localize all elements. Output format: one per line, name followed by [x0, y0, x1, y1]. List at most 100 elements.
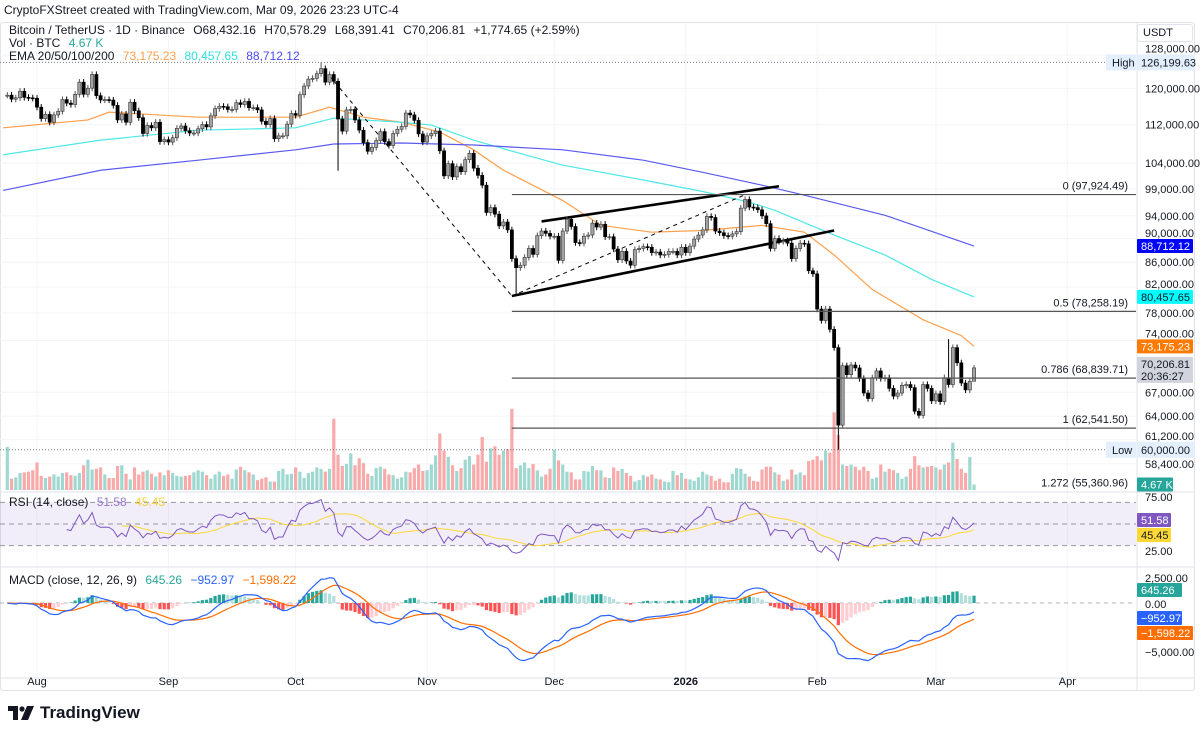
volume-bar: [527, 468, 531, 490]
macd-histogram-bar: [616, 601, 620, 603]
volume-bar: [39, 475, 43, 490]
candle-up-body: [73, 93, 78, 105]
candle: [30, 94, 35, 102]
macd-histogram-bar: [489, 603, 493, 612]
candle-up-body: [348, 109, 353, 111]
volume-bar: [679, 473, 684, 490]
macd-histogram-bar: [497, 603, 501, 613]
volume-bar: [913, 456, 917, 490]
channel-trendline[interactable]: [541, 184, 780, 223]
macd-histogram-bar: [289, 603, 293, 606]
dashed-trendline[interactable]: [329, 75, 513, 297]
candle-down-body: [107, 99, 111, 101]
symbol-name[interactable]: Bitcoin / TetherUS · 1D · Binance: [9, 23, 185, 37]
volume-bar: [908, 468, 913, 490]
volume-bar: [921, 467, 925, 490]
macd-histogram-bar: [917, 599, 921, 603]
candle: [811, 267, 815, 277]
volume-axis-tag: 4.67 K: [1141, 480, 1173, 492]
candle: [128, 99, 133, 126]
rsi-axis-tag: 45.45: [1141, 530, 1169, 542]
candle: [649, 244, 654, 256]
currency-unit-button[interactable]: USDT: [1137, 24, 1193, 42]
volume-bar: [60, 473, 65, 490]
candle: [705, 213, 709, 234]
candle: [543, 227, 548, 237]
macd-histogram-bar: [607, 596, 611, 603]
candle: [408, 109, 413, 119]
candle-up-body: [560, 230, 565, 261]
volume-bar: [777, 474, 781, 490]
candle: [760, 206, 764, 219]
macd-histogram-bar: [357, 603, 361, 614]
candle-down-body: [387, 141, 391, 146]
candle-down-body: [255, 107, 260, 111]
macd-histogram-bar: [319, 590, 323, 603]
candle-down-body: [611, 236, 616, 250]
candle: [751, 203, 756, 211]
volume-bar: [959, 468, 963, 490]
price-tick-label: 90,000.00: [1145, 228, 1194, 240]
tradingview-logo[interactable]: TradingView: [8, 703, 140, 723]
volume-bar: [340, 466, 344, 490]
volume-bar: [417, 464, 421, 490]
volume-bar: [323, 471, 327, 490]
volume-bar: [183, 475, 187, 490]
candle-down-body: [556, 235, 561, 261]
volume-bar: [450, 465, 455, 490]
candle: [950, 344, 955, 388]
candle: [69, 100, 73, 108]
candle: [921, 381, 926, 419]
macd-histogram-bar: [730, 600, 734, 603]
candle: [488, 204, 493, 216]
ema-label[interactable]: EMA 20/50/100/200: [9, 49, 115, 63]
candle-down-body: [98, 95, 103, 101]
price-tick-label: 61,200.00: [1145, 431, 1194, 443]
candle: [230, 106, 234, 113]
macd-label[interactable]: MACD (close, 12, 26, 9): [9, 573, 138, 587]
volume-bar: [103, 474, 107, 490]
macd-histogram-bar: [612, 599, 616, 603]
volume-label[interactable]: Vol · BTC: [9, 36, 61, 50]
volume-bar: [760, 469, 764, 490]
candle: [709, 213, 714, 221]
candle: [700, 226, 705, 239]
ohlc-close: C70,206.81: [403, 23, 465, 37]
candle-up-body: [289, 113, 294, 125]
candle-up-body: [849, 364, 853, 375]
volume-bar: [722, 482, 726, 490]
candle: [734, 228, 739, 238]
macd-histogram-bar: [951, 591, 955, 603]
candle: [187, 127, 192, 137]
price-tick-label: 99,000.00: [1145, 184, 1194, 196]
candle: [522, 254, 527, 269]
candle: [340, 115, 345, 135]
macd-histogram-bar: [94, 597, 98, 603]
macd-histogram-bar: [908, 596, 913, 603]
candle: [497, 211, 502, 230]
candle: [586, 231, 591, 240]
macd-histogram-bar: [599, 594, 603, 603]
rsi-label[interactable]: RSI (14, close): [9, 495, 89, 509]
price-tick-label: 78,000.00: [1145, 308, 1194, 320]
candle-down-body: [603, 223, 608, 238]
volume-bar: [645, 476, 650, 490]
volume-bar: [128, 479, 132, 490]
candle: [293, 110, 298, 119]
volume-bar: [408, 472, 412, 490]
dashed-trendline[interactable]: [511, 194, 746, 297]
candle: [539, 227, 544, 239]
price-axis-tag: 88,712.12: [1141, 241, 1190, 253]
candle-up-body: [590, 222, 595, 236]
candle: [849, 361, 853, 378]
candle: [836, 344, 841, 450]
candle: [866, 389, 870, 402]
price-tick-label: 67,000.00: [1145, 387, 1194, 399]
macd-histogram-bar: [764, 601, 768, 603]
volume-bar: [298, 471, 302, 490]
volume-bar: [247, 472, 251, 490]
macd-histogram-bar: [137, 603, 141, 607]
volume-bar: [739, 468, 743, 490]
price-tick-label: 86,000.00: [1145, 257, 1194, 269]
